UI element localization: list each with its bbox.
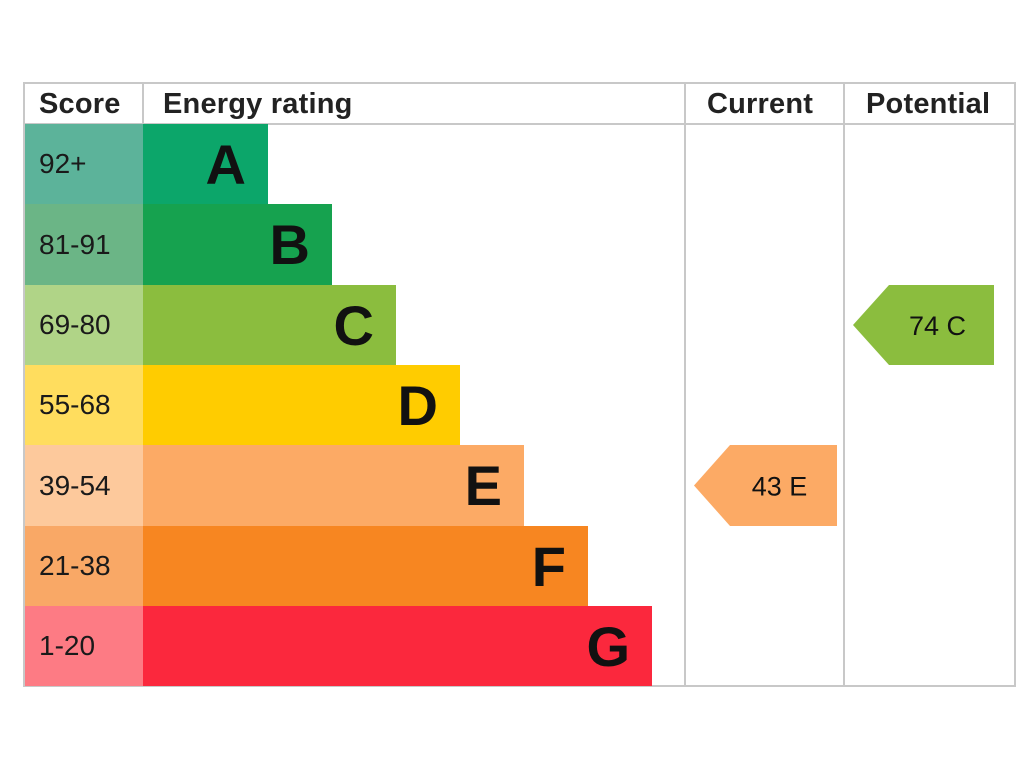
band-bar-b: B (143, 204, 332, 285)
band-bar-f: F (143, 526, 588, 606)
potential-arrow-shape (853, 285, 994, 365)
energy-rating-chart: Score Energy rating Current Potential 92… (23, 82, 1016, 687)
score-range-f: 21-38 (25, 526, 143, 606)
band-bar-c: C (143, 285, 396, 365)
potential-header: Potential (866, 87, 991, 120)
score-range-a: 92+ (25, 124, 143, 204)
current-arrow-shape (694, 445, 837, 526)
score-range-b: 81-91 (25, 204, 143, 285)
band-bar-a: A (143, 124, 268, 204)
potential-rating-arrow: 74 C (853, 285, 994, 365)
score-header: Score (39, 87, 121, 120)
band-bar-d: D (143, 365, 460, 445)
column-divider (684, 84, 686, 685)
header-divider (25, 123, 1014, 125)
current-rating-arrow: 43 E (694, 445, 837, 526)
column-divider (843, 84, 845, 685)
score-range-e: 39-54 (25, 445, 143, 526)
score-range-g: 1-20 (25, 606, 143, 686)
potential-rating-label: 74 C (909, 311, 966, 341)
current-rating-label: 43 E (752, 472, 808, 502)
score-range-d: 55-68 (25, 365, 143, 445)
energy-rating-header: Energy rating (163, 87, 353, 120)
current-header: Current (707, 87, 814, 120)
score-range-c: 69-80 (25, 285, 143, 365)
band-bar-e: E (143, 445, 524, 526)
band-bar-g: G (143, 606, 652, 686)
